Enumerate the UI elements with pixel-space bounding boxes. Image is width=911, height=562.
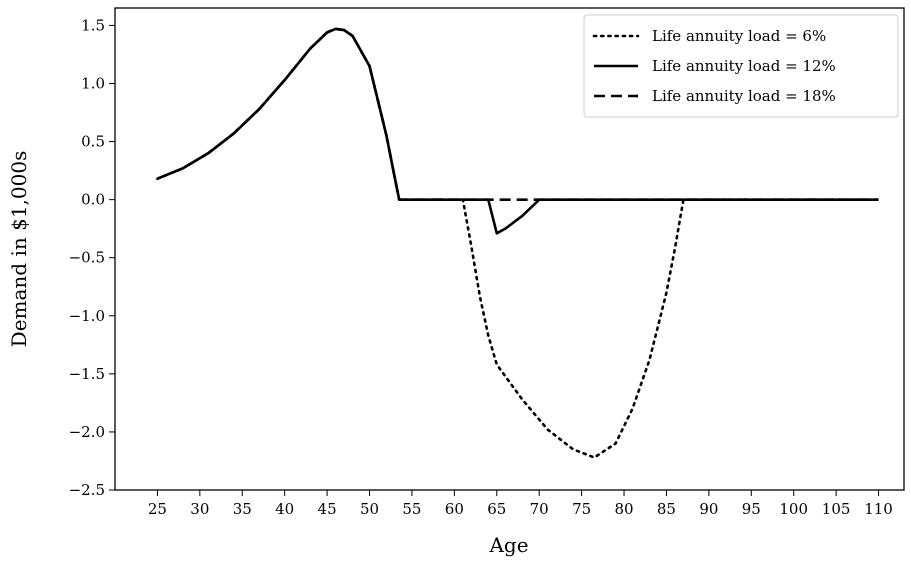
y-tick-label: 1.5 [81,16,105,34]
x-tick-label: 35 [233,500,252,518]
x-tick-label: 65 [487,500,506,518]
x-tick-label: 75 [572,500,591,518]
x-tick-label: 70 [530,500,549,518]
x-tick-label: 50 [360,500,379,518]
x-tick-label: 55 [402,500,421,518]
y-tick-label: −1.5 [69,365,105,383]
y-tick-label: −2.5 [69,481,105,499]
x-tick-label: 80 [614,500,633,518]
x-tick-label: 105 [822,500,851,518]
x-axis: 25 30 35 40 45 50 55 60 65 70 75 80 85 90 95 100 105 110 [148,490,893,518]
y-tick-label: 0.5 [81,133,105,151]
x-tick-label: 100 [779,500,808,518]
y-tick-label: −2.0 [69,423,105,441]
legend-frame [583,14,899,118]
y-axis-label: Demand in $1,000s [7,151,31,348]
x-tick-label: 85 [657,500,676,518]
x-axis-label: Age [488,533,528,557]
y-tick-label: −0.5 [69,249,105,267]
x-tick-label: 40 [275,500,294,518]
x-tick-label: 30 [190,500,209,518]
x-tick-label: 45 [318,500,337,518]
legend-label: Life annuity load = 6% [652,27,826,45]
y-tick-label: 0.0 [81,191,105,209]
x-tick-label: 95 [742,500,761,518]
x-tick-label: 110 [864,500,893,518]
legend-label: Life annuity load = 12% [652,57,836,75]
x-tick-label: 25 [148,500,167,518]
x-tick-label: 60 [445,500,464,518]
legend: Life annuity load = 6% Life annuity load … [583,14,899,118]
series-layer [156,27,880,459]
legend-items: Life annuity load = 6% Life annuity load … [592,27,836,105]
plot-frame [114,7,905,491]
y-tick-label: 1.0 [81,74,105,92]
x-tick-label: 90 [699,500,718,518]
y-tick-label: −1.0 [69,307,105,325]
series-line-solid [156,27,879,235]
y-axis: −2.5 −2.0 −1.5 −1.0 −0.5 0.0 0.5 1.0 1.5 [69,16,115,499]
legend-label: Life annuity load = 18% [652,87,836,105]
